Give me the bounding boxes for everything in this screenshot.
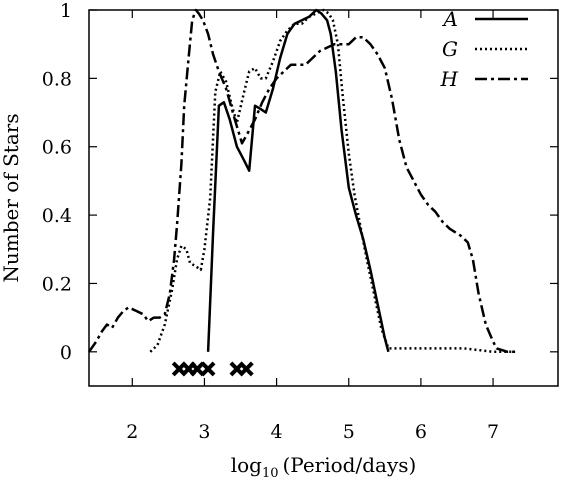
x-marker [200,361,216,377]
series-line-H [87,8,519,354]
y-tick-label: 0.8 [42,68,72,90]
x-tick-label: 7 [487,421,499,443]
x-axis-label-prefix: log [231,453,262,477]
y-axis-ticks: 0 0.2 0.4 0.6 0.8 1 [42,0,558,364]
x-axis-label: log10 (Period/days) [231,453,417,481]
x-tick-label: 2 [126,421,138,443]
x-axis-label-main: (Period/days) [282,453,416,477]
marker-layer [171,361,254,377]
x-marker [238,361,254,377]
x-axis-label-subscript: 10 [262,466,279,481]
series-line-A [206,8,390,353]
y-tick-label: 0 [60,342,72,364]
y-tick-label: 0.4 [42,205,72,227]
series-layer [87,8,519,354]
y-tick-label: 0.6 [42,137,72,159]
x-axis-ticks: 2 3 4 5 6 7 [126,10,499,443]
legend-label-H: H [440,67,459,91]
x-tick-label: 6 [415,421,427,443]
x-tick-label: 5 [343,421,355,443]
legend-label-A: A [442,7,458,31]
legend-label-G: G [442,37,458,61]
x-tick-label: 3 [198,421,210,443]
x-tick-label: 4 [271,421,283,443]
y-tick-label: 1 [60,0,72,22]
legend: AGH [440,7,528,91]
y-axis-label: Number of Stars [0,113,23,282]
y-tick-label: 0.2 [42,273,72,295]
